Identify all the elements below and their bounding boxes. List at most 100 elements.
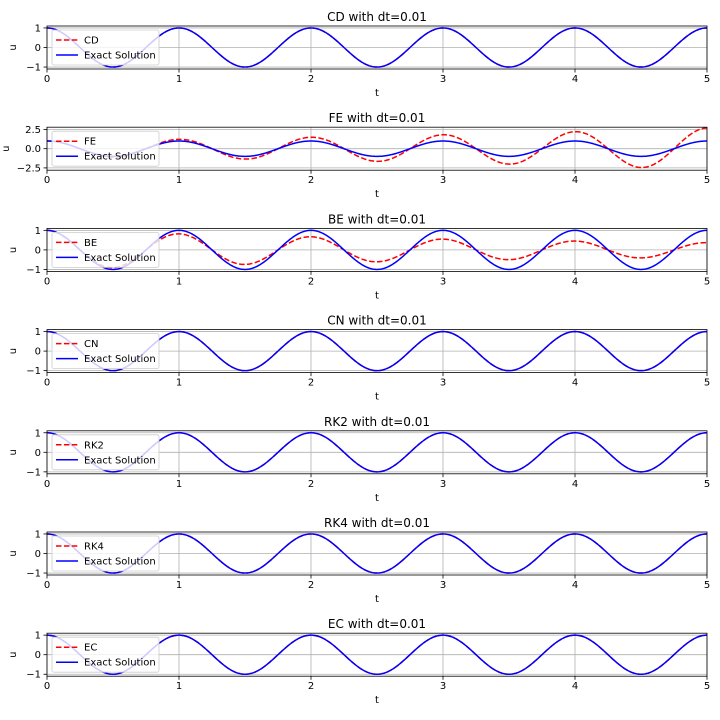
x-tick-label: 3	[440, 74, 446, 85]
y-tick-label: 1	[35, 529, 41, 540]
x-axis-label: t	[375, 392, 379, 403]
x-tick-label: 4	[572, 175, 578, 186]
y-tick-label: 1	[35, 327, 41, 338]
legend: BE Exact Solution	[51, 231, 160, 268]
x-tick-label: 2	[308, 74, 314, 85]
x-tick-label: 3	[440, 580, 446, 591]
legend: RK2 Exact Solution	[51, 434, 160, 471]
subplot-title: RK4 with dt=0.01	[324, 516, 430, 530]
x-tick-label: 3	[440, 276, 446, 287]
legend-box	[51, 434, 160, 471]
x-tick-label: 5	[704, 276, 710, 287]
x-tick-label: 1	[176, 378, 182, 389]
legend: RK4 Exact Solution	[51, 535, 160, 572]
x-tick-label: 5	[704, 681, 710, 692]
y-tick-label: 2.5	[25, 125, 41, 136]
x-tick-label: 2	[308, 378, 314, 389]
y-tick-label: 0	[35, 448, 41, 459]
x-tick-label: 4	[572, 74, 578, 85]
x-tick-label: 0	[44, 175, 50, 186]
x-tick-label: 2	[308, 479, 314, 490]
legend-label: Exact Solution	[84, 557, 156, 568]
legend: CN Exact Solution	[51, 333, 160, 370]
x-tick-label: 4	[572, 681, 578, 692]
x-axis-label: t	[375, 594, 379, 605]
subplot-title: CD with dt=0.01	[327, 10, 427, 24]
legend-box	[51, 29, 160, 66]
subplot-title: BE with dt=0.01	[328, 212, 426, 226]
x-tick-label: 0	[44, 681, 50, 692]
x-tick-label: 0	[44, 74, 50, 85]
x-tick-label: 4	[572, 378, 578, 389]
legend-box	[51, 636, 160, 673]
x-tick-label: 0	[44, 276, 50, 287]
legend-label: FE	[84, 137, 96, 148]
legend: CD Exact Solution	[51, 29, 160, 66]
y-tick-label: 1	[35, 631, 41, 642]
x-tick-label: 5	[704, 74, 710, 85]
x-tick-label: 5	[704, 378, 710, 389]
y-axis-label: u	[8, 652, 19, 658]
x-tick-label: 0	[44, 378, 50, 389]
x-tick-label: 1	[176, 175, 182, 186]
y-axis-label: u	[8, 44, 19, 50]
legend-label: Exact Solution	[84, 51, 156, 62]
subplot-title: RK2 with dt=0.01	[324, 415, 430, 429]
x-tick-label: 1	[176, 74, 182, 85]
y-axis-label: u	[1, 146, 12, 152]
x-tick-label: 3	[440, 378, 446, 389]
y-tick-label: −1	[26, 265, 41, 276]
y-tick-label: 0	[35, 347, 41, 358]
y-tick-label: −1	[26, 670, 41, 681]
legend-label: Exact Solution	[84, 455, 156, 466]
subplot-title: FE with dt=0.01	[329, 111, 426, 125]
legend: FE Exact Solution	[51, 130, 160, 167]
x-tick-label: 2	[308, 175, 314, 186]
y-tick-label: −1	[26, 569, 41, 580]
legend-label: CN	[84, 339, 98, 350]
y-axis-label: u	[8, 550, 19, 556]
x-tick-label: 1	[176, 479, 182, 490]
y-tick-label: 1	[35, 428, 41, 439]
x-tick-label: 4	[572, 479, 578, 490]
y-tick-label: 1	[35, 226, 41, 237]
x-tick-label: 4	[572, 276, 578, 287]
legend: EC Exact Solution	[51, 636, 160, 673]
y-tick-label: 0	[35, 650, 41, 661]
y-tick-label: 0	[35, 549, 41, 560]
x-tick-label: 5	[704, 580, 710, 591]
x-tick-label: 5	[704, 479, 710, 490]
x-tick-label: 1	[176, 681, 182, 692]
legend-label: Exact Solution	[84, 354, 156, 365]
x-axis-label: t	[375, 88, 379, 99]
y-tick-label: 1	[35, 23, 41, 34]
y-tick-label: 0.0	[25, 144, 41, 155]
x-tick-label: 3	[440, 479, 446, 490]
legend-box	[51, 231, 160, 268]
legend-label: BE	[84, 238, 97, 249]
legend-label: Exact Solution	[84, 253, 156, 264]
legend-label: Exact Solution	[84, 658, 156, 669]
legend-label: Exact Solution	[84, 152, 156, 163]
legend-box	[51, 130, 160, 167]
y-tick-label: −1	[26, 467, 41, 478]
x-axis-label: t	[375, 493, 379, 504]
legend-box	[51, 333, 160, 370]
x-tick-label: 0	[44, 580, 50, 591]
legend-label: CD	[84, 36, 99, 47]
y-axis-label: u	[8, 449, 19, 455]
x-axis-label: t	[375, 290, 379, 301]
subplot-title: CN with dt=0.01	[327, 314, 427, 328]
y-axis-label: u	[8, 247, 19, 253]
y-tick-label: −2.5	[17, 163, 41, 174]
x-tick-label: 2	[308, 580, 314, 591]
y-tick-label: 0	[35, 245, 41, 256]
x-tick-label: 5	[704, 175, 710, 186]
legend-label: RK2	[84, 440, 104, 451]
